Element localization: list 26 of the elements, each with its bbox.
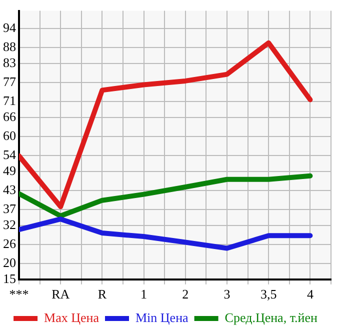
x-tick-label: RA: [52, 286, 70, 302]
y-tick-label: 60: [3, 128, 16, 143]
x-tick-label: R: [98, 286, 107, 302]
y-tick-label: 49: [3, 162, 16, 178]
x-tick-label: 4: [306, 286, 314, 302]
x-tick-label: 1: [140, 286, 148, 302]
x-tick-label: 3: [224, 286, 230, 302]
y-tick-label: 77: [3, 74, 16, 89]
y-tick-label: 83: [3, 54, 16, 70]
y-tick-label: 32: [3, 216, 16, 232]
x-tick-label: 3,5: [260, 286, 277, 302]
y-tick-label: 26: [3, 236, 16, 251]
y-tick-label: 71: [3, 93, 16, 108]
y-tick-label: 15: [3, 270, 16, 286]
y-tick-label: 94: [3, 20, 16, 35]
y-tick-label: 66: [3, 108, 16, 124]
y-tick-label: 43: [3, 182, 16, 197]
y-tick-label: 88: [3, 39, 16, 54]
y-tick-label: 20: [3, 254, 16, 270]
y-tick-label: 37: [3, 200, 16, 216]
legend-label: Max Цена: [44, 310, 100, 325]
y-tick-label: 54: [3, 147, 16, 162]
x-tick-label: ***: [9, 286, 29, 302]
x-tick-label: 2: [182, 286, 189, 302]
legend-label: Min Цена: [136, 310, 189, 325]
legend-label: Сред.Цена, т.йен: [224, 310, 318, 325]
